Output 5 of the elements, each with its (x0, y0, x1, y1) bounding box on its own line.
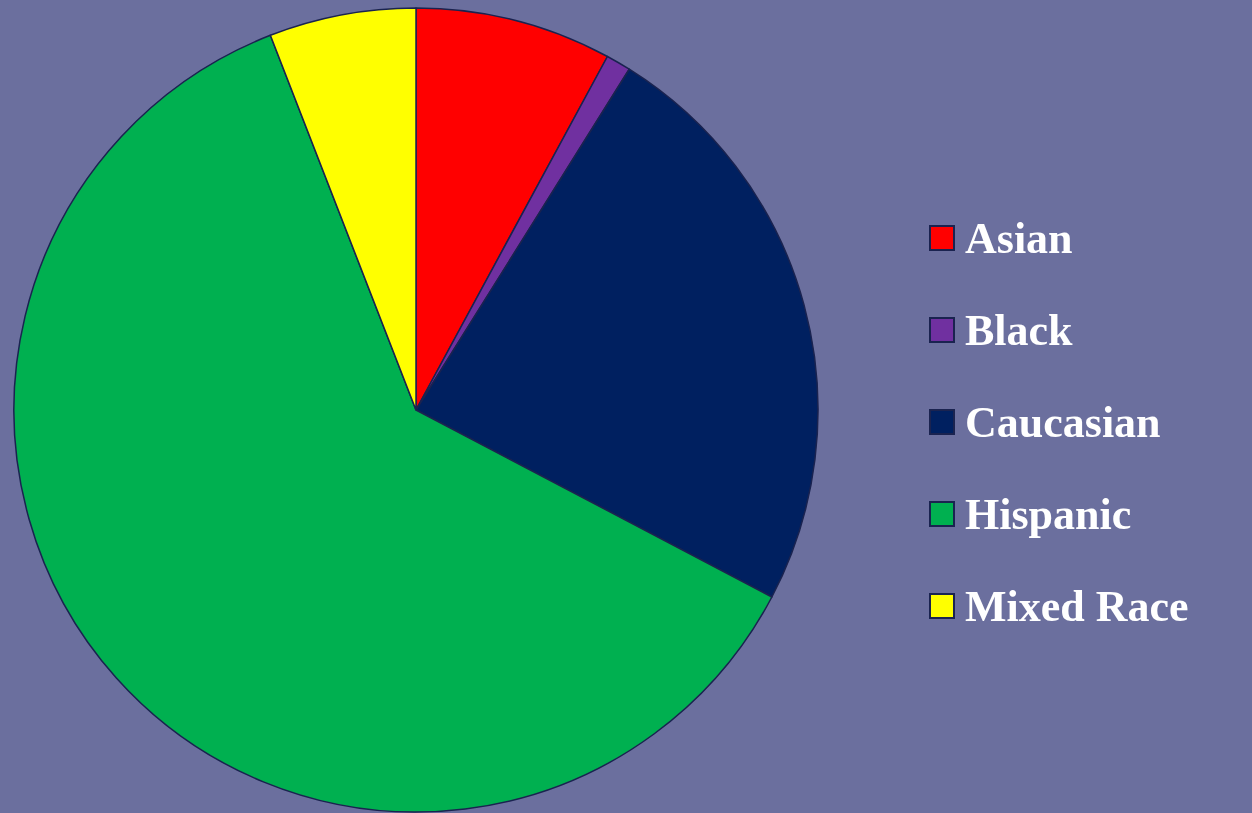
legend-label: Caucasian (965, 398, 1161, 448)
legend-label: Black (965, 306, 1074, 356)
legend-label: Hispanic (965, 490, 1132, 540)
legend-label: Asian (965, 214, 1073, 264)
legend-label: Mixed Race (965, 582, 1189, 632)
